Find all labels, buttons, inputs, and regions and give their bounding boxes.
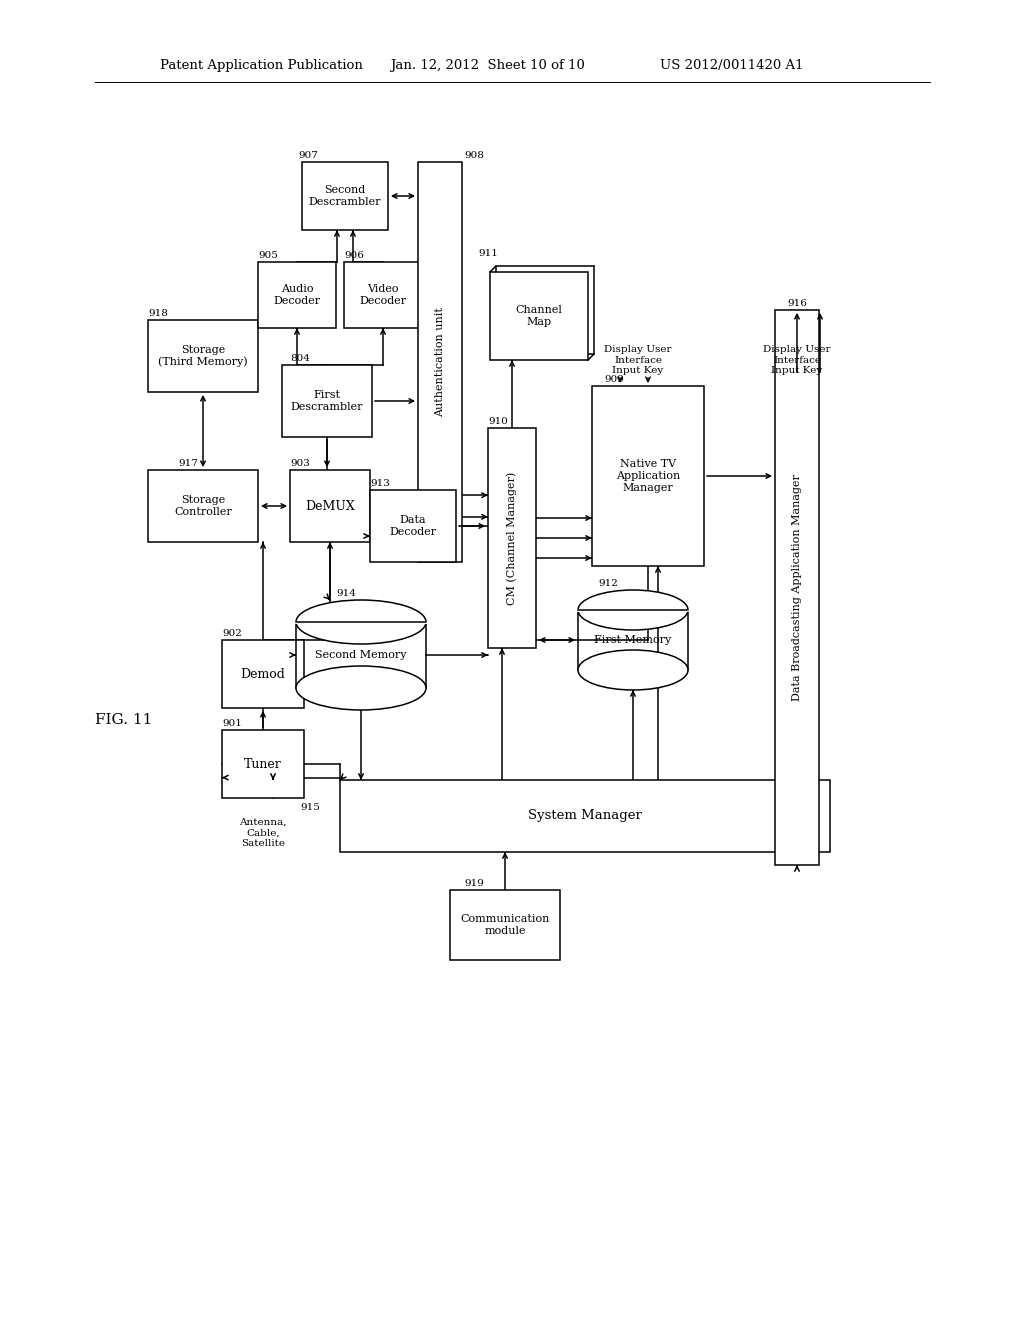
Text: Display User
Interface
Input Key: Display User Interface Input Key [763,346,830,375]
Bar [148,319,258,392]
Text: 913: 913 [370,479,390,488]
Bar [370,490,456,562]
Bar [450,890,560,960]
Text: 917: 917 [178,459,198,469]
Bar [340,780,830,851]
Bar [490,272,588,360]
Text: 915: 915 [300,803,319,812]
Ellipse shape [578,649,688,690]
Text: Data Broadcasting Application Manager: Data Broadcasting Application Manager [792,474,802,701]
Text: Second
Descrambler: Second Descrambler [309,185,381,207]
Text: FIG. 11: FIG. 11 [95,713,153,727]
Text: 907: 907 [298,150,317,160]
Text: Second Memory: Second Memory [315,649,407,660]
Bar [222,640,304,708]
Ellipse shape [578,590,688,630]
Text: Native TV
Application
Manager: Native TV Application Manager [615,459,680,492]
Text: Video
Decoder: Video Decoder [359,284,407,306]
Text: Antenna,
Cable,
Satellite: Antenna, Cable, Satellite [240,818,287,847]
Ellipse shape [296,601,426,644]
Text: 911: 911 [478,249,498,257]
Text: 910: 910 [488,417,508,426]
Text: Tuner: Tuner [244,758,282,771]
Text: 916: 916 [787,300,807,308]
Text: 804: 804 [290,354,310,363]
Text: Demod: Demod [241,668,286,681]
Text: 918: 918 [148,309,168,318]
Text: 901: 901 [222,719,242,729]
Text: 914: 914 [336,589,356,598]
Bar [258,261,336,327]
Text: 905: 905 [258,251,278,260]
Text: Jan. 12, 2012  Sheet 10 of 10: Jan. 12, 2012 Sheet 10 of 10 [390,58,585,71]
Text: Patent Application Publication: Patent Application Publication [160,58,362,71]
Text: Storage
(Third Memory): Storage (Third Memory) [158,345,248,367]
Bar [282,366,372,437]
Text: 919: 919 [464,879,484,888]
Text: 906: 906 [344,251,364,260]
Bar [592,385,705,566]
Text: US 2012/0011420 A1: US 2012/0011420 A1 [660,58,804,71]
Text: Data
Decoder: Data Decoder [389,515,436,537]
Ellipse shape [296,667,426,710]
Text: Display User
Interface
Input Key: Display User Interface Input Key [604,346,672,375]
Bar [775,310,819,865]
Text: System Manager: System Manager [528,809,642,822]
Bar [418,162,462,562]
Text: CM (Channel Manager): CM (Channel Manager) [507,471,517,605]
Bar [344,261,422,327]
Text: Storage
Controller: Storage Controller [174,495,231,517]
Bar [488,428,536,648]
Text: Channel
Map: Channel Map [515,305,562,327]
Bar [290,470,370,543]
Bar [148,470,258,543]
Text: Communication
module: Communication module [461,915,550,936]
Text: Audio
Decoder: Audio Decoder [273,284,321,306]
Bar [222,730,304,799]
Bar [302,162,388,230]
Text: Authentication unit: Authentication unit [435,308,445,417]
Text: First Memory: First Memory [594,635,672,645]
Text: First
Descrambler: First Descrambler [291,391,364,412]
Text: 908: 908 [464,150,484,160]
Bar [496,267,594,354]
Text: DeMUX: DeMUX [305,499,355,512]
Text: 902: 902 [222,630,242,638]
Text: 909: 909 [604,375,624,384]
Text: 903: 903 [290,459,310,469]
Text: 912: 912 [598,579,617,587]
